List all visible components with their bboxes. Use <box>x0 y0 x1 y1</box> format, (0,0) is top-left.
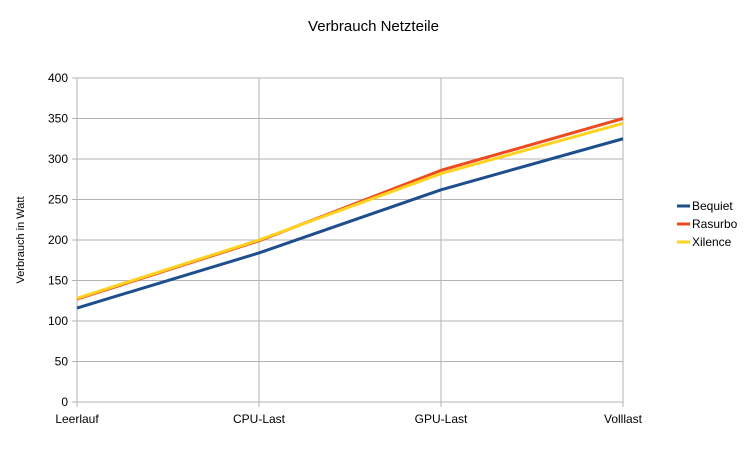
legend: Bequiet Rasurbo Xilence <box>677 199 738 249</box>
series-line-xilence <box>76 121 624 300</box>
x-tick-label: GPU-Last <box>415 412 468 426</box>
legend-label: Xilence <box>692 235 732 249</box>
y-tick-label: 300 <box>48 152 68 166</box>
y-tick-label: 250 <box>48 193 68 207</box>
y-axis-label: Verbrauch in Watt <box>15 196 27 283</box>
legend-label: Rasurbo <box>692 217 738 231</box>
axis-layer: 0 50 100 150 200 250 300 350 400 Leerlauf CPU-Last… <box>48 71 643 426</box>
series-layer <box>76 117 624 310</box>
y-tick-label: 100 <box>48 314 68 328</box>
y-tick-label: 0 <box>61 395 68 409</box>
x-tick-label: CPU-Last <box>233 412 286 426</box>
x-tick-label: Volllast <box>604 412 643 426</box>
y-tick-label: 150 <box>48 274 68 288</box>
series-line-bequiet <box>76 137 624 310</box>
chart-title: Verbrauch Netzteile <box>308 18 439 35</box>
y-tick-label: 200 <box>48 233 68 247</box>
y-tick-label: 400 <box>48 71 68 85</box>
grid-layer <box>76 77 624 407</box>
y-tick-label: 350 <box>48 112 68 126</box>
y-tick-label: 50 <box>55 355 69 369</box>
x-tick-label: Leerlauf <box>55 412 99 426</box>
legend-label: Bequiet <box>692 199 733 213</box>
